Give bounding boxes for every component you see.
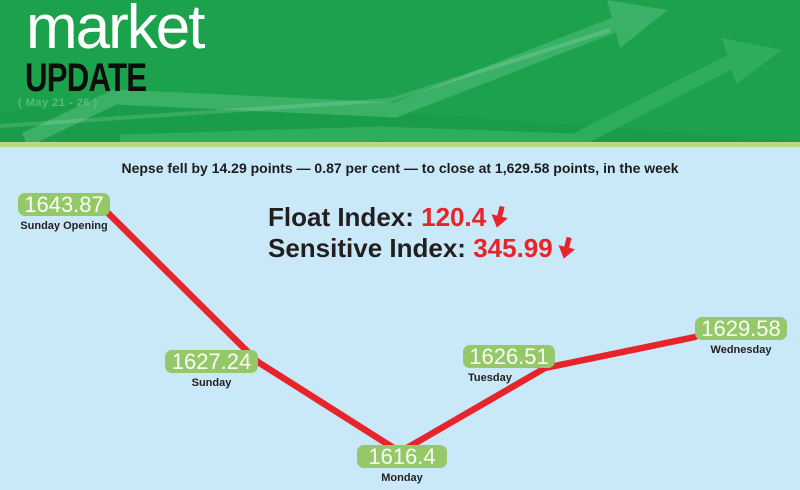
data-point-wednesday: 1629.58 Wednesday (695, 317, 787, 356)
header-date-range: ( May 21 - 26 ) (18, 97, 98, 109)
float-index-label: Float Index: (268, 202, 414, 232)
data-point-sunday-opening: 1643.87 Sunday Opening (18, 193, 110, 232)
float-index-row: Float Index: 120.4 (268, 202, 575, 233)
point-day-label: Wednesday (710, 344, 772, 356)
nepse-line-chart (104, 209, 699, 456)
point-value-badge: 1616.4 (357, 445, 447, 468)
point-day-label: Sunday (191, 377, 232, 389)
float-index-value: 120.4 (421, 202, 487, 232)
point-value-badge: 1629.58 (695, 317, 787, 340)
header: market UPDATE ( May 21 - 26 ) (0, 0, 800, 142)
data-point-tuesday: 1626.51 Tuesday (463, 345, 555, 384)
data-point-monday: 1616.4 Monday (357, 445, 447, 484)
header-title: market (26, 0, 205, 62)
point-day-label: Sunday Opening (20, 220, 108, 232)
chart-area: Nepse fell by 14.29 points — 0.87 per ce… (0, 147, 800, 490)
point-value-badge: 1643.87 (18, 193, 110, 216)
down-arrow-icon (491, 205, 509, 228)
sensitive-index-row: Sensitive Index: 345.99 (268, 233, 575, 264)
point-value-badge: 1626.51 (463, 345, 555, 368)
point-day-label: Monday (381, 472, 423, 484)
data-point-sunday: 1627.24 Sunday (165, 350, 258, 389)
sensitive-index-value: 345.99 (473, 233, 553, 263)
header-subtitle: UPDATE (25, 56, 147, 100)
summary-text: Nepse fell by 14.29 points — 0.87 per ce… (121, 160, 679, 176)
header-divider-strip (0, 142, 800, 147)
index-summary: Float Index: 120.4 Sensitive Index: 345.… (268, 202, 575, 264)
sensitive-index-label: Sensitive Index: (268, 233, 466, 263)
point-value-badge: 1627.24 (165, 350, 258, 373)
trend-arrows-graphic (0, 0, 800, 142)
point-day-label: Tuesday (468, 372, 512, 384)
down-arrow-icon (558, 236, 575, 259)
